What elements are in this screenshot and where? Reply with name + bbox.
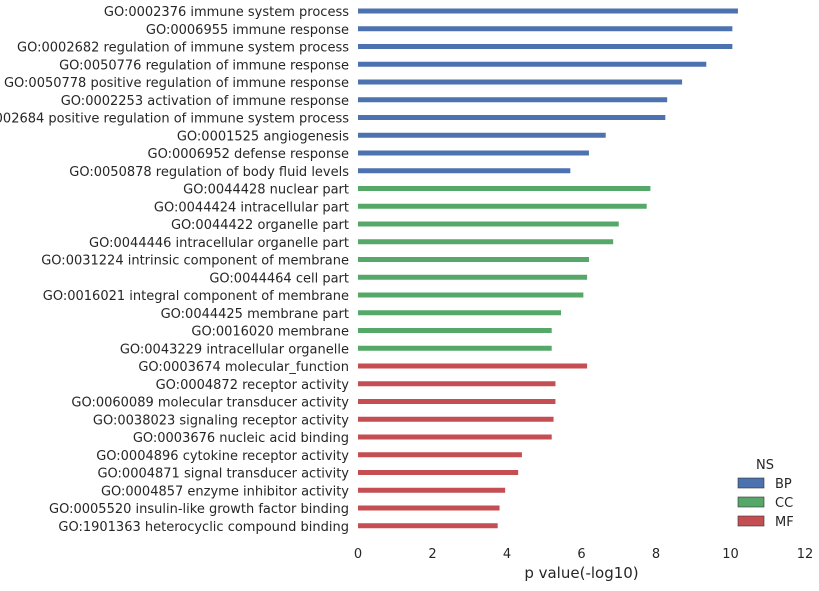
bar-bp [358, 150, 589, 156]
x-tick-label: 4 [503, 547, 511, 562]
bar-cc [358, 292, 584, 298]
legend: NS BP CC MF [737, 458, 794, 530]
x-tick-label: 10 [722, 547, 739, 562]
bar-mf [358, 399, 556, 404]
category-label: GO:0002684 positive regulation of immune… [0, 112, 349, 127]
bar-mf [358, 452, 522, 458]
category-label: GO:0060089 molecular transducer activity [71, 396, 349, 411]
x-axis-label: p value(-log10) [524, 564, 638, 582]
category-label: GO:0050776 regulation of immune response [59, 58, 349, 73]
category-label: GO:0044428 nuclear part [183, 183, 349, 198]
category-label: GO:0044446 intracellular organelle part [89, 236, 349, 251]
bar-bp [358, 115, 666, 120]
bar-mf [358, 363, 588, 369]
bar-bp [358, 44, 733, 49]
bar-cc [358, 186, 651, 191]
category-label: GO:0044422 organelle part [171, 218, 349, 233]
category-label: GO:0043229 intracellular organelle [120, 342, 349, 357]
bar-bp [358, 97, 668, 103]
x-tick-label: 6 [577, 547, 585, 562]
category-labels-group: GO:0002376 immune system process GO:00069… [0, 5, 349, 535]
bar-mf [358, 505, 500, 511]
bar-bp [358, 61, 707, 67]
category-label: GO:0004896 cytokine receptor activity [96, 449, 349, 464]
category-label: GO:0038023 signaling receptor activity [93, 413, 349, 428]
legend-label-mf: MF [775, 515, 794, 530]
category-label: GO:0001525 angiogenesis [177, 129, 349, 144]
legend-swatch-mf [737, 515, 765, 527]
legend-swatch-cc [737, 496, 765, 508]
bar-mf [358, 487, 506, 493]
bar-bp [358, 79, 683, 85]
bar-cc [358, 221, 619, 227]
bar-mf [358, 416, 554, 422]
category-label: GO:0050778 positive regulation of immune… [4, 76, 349, 91]
bar-mf [358, 434, 552, 440]
category-label: GO:0004857 enzyme inhibitor activity [101, 484, 349, 499]
bar-bp [358, 132, 606, 138]
bars-group [358, 8, 738, 529]
bar-cc [358, 310, 562, 316]
bar-mf [358, 523, 498, 529]
category-label: GO:0044464 cell part [209, 271, 349, 286]
x-tick-label: 12 [797, 547, 814, 562]
category-label: GO:0050878 regulation of body fluid leve… [69, 165, 349, 180]
category-label: GO:0006955 immune response [146, 23, 349, 38]
bar-cc [358, 328, 552, 333]
category-label: GO:0006952 defense response [148, 147, 350, 162]
category-label: GO:0044424 intracellular part [154, 200, 349, 215]
bar-cc [358, 239, 614, 245]
category-label: GO:0004872 receptor activity [156, 378, 350, 393]
x-tick-label: 8 [652, 547, 660, 562]
category-label: GO:0003674 molecular_function [138, 360, 349, 375]
category-label: GO:0003676 nucleic acid binding [133, 431, 349, 446]
bar-mf [358, 470, 519, 475]
category-label: GO:0004871 signal transducer activity [97, 467, 349, 482]
category-label: GO:1901363 heterocyclic compound binding [58, 520, 349, 535]
category-label: GO:0005520 insulin-like growth factor bi… [49, 502, 349, 517]
bar-cc [358, 274, 588, 280]
legend-label-cc: CC [775, 496, 793, 511]
category-label: GO:0031224 intrinsic component of membra… [41, 254, 349, 269]
legend-label-bp: BP [775, 477, 792, 492]
bar-mf [358, 381, 556, 387]
x-tick-label: 0 [354, 547, 362, 562]
category-label: GO:0002682 regulation of immune system p… [17, 41, 349, 56]
bar-bp [358, 168, 571, 174]
bar-cc [358, 257, 589, 262]
bar-cc [358, 345, 552, 351]
category-label: GO:0002376 immune system process [104, 5, 349, 20]
bar-bp [358, 26, 733, 32]
category-label: GO:0044425 membrane part [161, 307, 349, 322]
category-label: GO:0016020 membrane [191, 325, 349, 340]
category-label: GO:0016021 integral component of membran… [43, 289, 349, 304]
x-tick-label: 2 [428, 547, 436, 562]
bar-bp [358, 8, 738, 14]
legend-title: NS [756, 458, 774, 473]
x-ticks-group: 0 2 4 6 8 10 12 [354, 547, 813, 562]
category-label: GO:0002253 activation of immune response [61, 94, 349, 109]
bar-cc [358, 203, 647, 209]
legend-swatch-bp [737, 477, 765, 489]
